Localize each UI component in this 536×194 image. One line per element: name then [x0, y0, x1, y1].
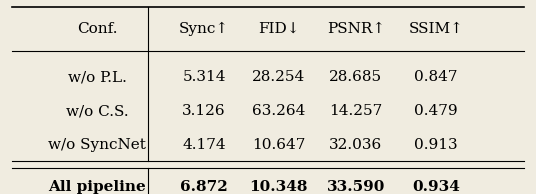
Text: 0.479: 0.479	[414, 104, 458, 118]
Text: w/o P.L.: w/o P.L.	[68, 70, 127, 84]
Text: 3.126: 3.126	[182, 104, 226, 118]
Text: w/o C.S.: w/o C.S.	[66, 104, 129, 118]
Text: 10.348: 10.348	[249, 180, 308, 194]
Text: 0.934: 0.934	[412, 180, 460, 194]
Text: w/o SyncNet: w/o SyncNet	[48, 138, 146, 152]
Text: PSNR↑: PSNR↑	[327, 22, 385, 36]
Text: 63.264: 63.264	[252, 104, 306, 118]
Text: SSIM↑: SSIM↑	[408, 22, 464, 36]
Text: 6.872: 6.872	[180, 180, 228, 194]
Text: 5.314: 5.314	[182, 70, 226, 84]
Text: 4.174: 4.174	[182, 138, 226, 152]
Text: 28.254: 28.254	[252, 70, 306, 84]
Text: 14.257: 14.257	[329, 104, 383, 118]
Text: Conf.: Conf.	[77, 22, 117, 36]
Text: Sync↑: Sync↑	[179, 22, 229, 36]
Text: 0.847: 0.847	[414, 70, 458, 84]
Text: All pipeline: All pipeline	[48, 180, 146, 194]
Text: 0.913: 0.913	[414, 138, 458, 152]
Text: 28.685: 28.685	[330, 70, 383, 84]
Text: 10.647: 10.647	[252, 138, 306, 152]
Text: FID↓: FID↓	[258, 22, 300, 36]
Text: 33.590: 33.590	[327, 180, 385, 194]
Text: 32.036: 32.036	[329, 138, 383, 152]
